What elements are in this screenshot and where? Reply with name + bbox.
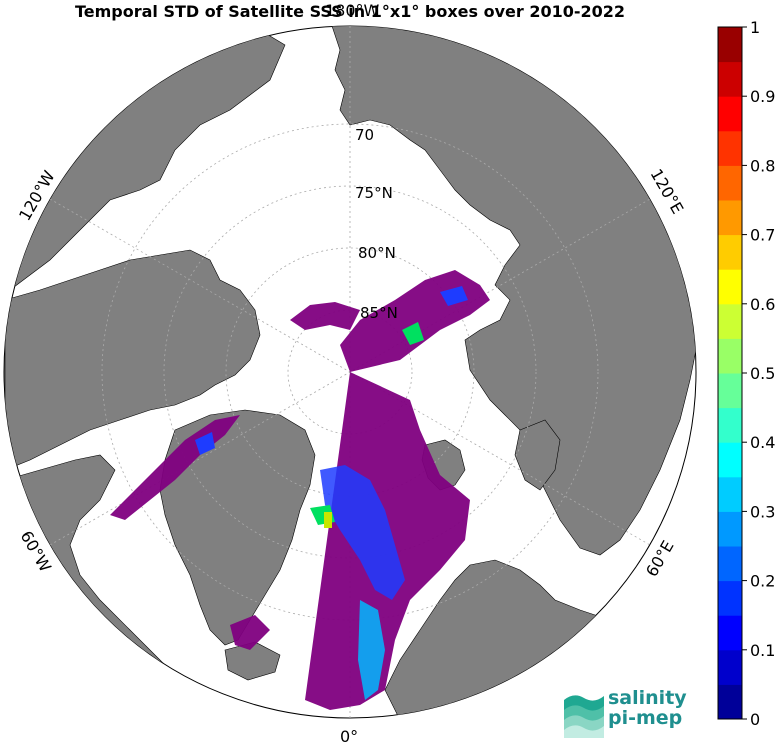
colorbar-swatch	[718, 546, 742, 582]
colorbar-swatch	[718, 200, 742, 236]
data-siberian-green	[402, 322, 424, 345]
lat-label-70: 70	[355, 126, 374, 144]
colorbar-swatch	[718, 476, 742, 512]
lat-label-80: 80°N	[358, 244, 396, 262]
colorbar-tick-label: 0.6	[750, 295, 775, 314]
colorbar-swatch	[718, 234, 742, 270]
colorbar-tick-label: 0.8	[750, 156, 775, 175]
logo-text-pimep: pi-mep	[608, 707, 683, 729]
data-atlantic-cyan	[358, 600, 385, 700]
colorbar-swatch	[718, 615, 742, 651]
colorbar-swatch	[718, 27, 742, 63]
colorbar-swatch	[718, 96, 742, 132]
data-labrador	[230, 615, 270, 650]
land-greenland	[159, 409, 316, 646]
colorbar-swatch	[718, 338, 742, 374]
colorbar-swatch	[718, 442, 742, 478]
land-novaya-zemlya	[514, 419, 561, 491]
colorbar-swatch	[718, 303, 742, 339]
colorbar-swatch	[718, 407, 742, 443]
colorbar-swatch	[718, 684, 742, 720]
colorbar-swatch	[718, 373, 742, 409]
salinity-pimep-logo: salinity pi-mep	[560, 688, 690, 743]
colorbar-swatch	[718, 269, 742, 305]
colorbar-swatch	[718, 580, 742, 616]
logo-text-salinity: salinity	[608, 687, 687, 709]
lon-label-180w: 180°W	[325, 1, 380, 20]
colorbar-tick-label: 0.3	[750, 502, 775, 521]
colorbar-tick-label: 0.9	[750, 87, 775, 106]
lat-label-85: 85°N	[360, 304, 398, 322]
lon-label-0: 0°	[340, 727, 358, 746]
colorbar-tick-label: 0.2	[750, 572, 775, 591]
colorbar-swatches	[718, 27, 742, 720]
data-siberian-blue	[440, 286, 468, 306]
data-atlantic-yellow	[324, 512, 332, 528]
colorbar-tick-label: 0.1	[750, 641, 775, 660]
colorbar-tick-label: 0	[750, 710, 760, 729]
colorbar-swatch	[718, 61, 742, 97]
colorbar-ticks: 0 0.1 0.2 0.3 0.4 0.5 0.6 0.7 0.8 0.9 1	[742, 18, 775, 729]
data-baffin-blue	[195, 432, 215, 455]
std-data	[110, 270, 490, 710]
colorbar-tick-label: 1	[750, 18, 760, 37]
colorbar-swatch	[718, 165, 742, 201]
colorbar: 0 0.1 0.2 0.3 0.4 0.5 0.6 0.7 0.8 0.9 1	[717, 18, 775, 729]
colorbar-swatch	[718, 511, 742, 547]
lat-label-75: 75°N	[355, 184, 393, 202]
colorbar-swatch	[718, 130, 742, 166]
chart-title: Temporal STD of Satellite SSS in 1°x1° b…	[74, 2, 626, 21]
logo-waves-icon	[564, 695, 604, 738]
colorbar-tick-label: 0.7	[750, 226, 775, 245]
data-beaufort-sector	[290, 302, 360, 330]
land-canada-arch	[4, 249, 261, 471]
data-atlantic-blue	[320, 465, 405, 600]
colorbar-tick-label: 0.4	[750, 433, 775, 452]
lat-labels: 70 75°N 80°N 85°N	[355, 126, 398, 322]
colorbar-swatch	[718, 649, 742, 685]
colorbar-tick-label: 0.5	[750, 364, 775, 383]
